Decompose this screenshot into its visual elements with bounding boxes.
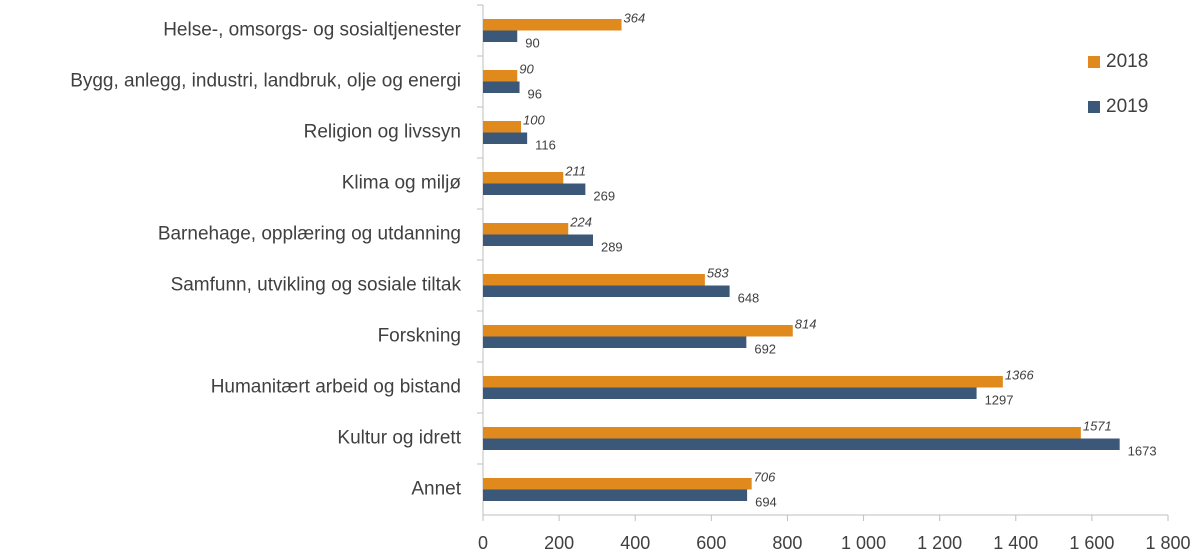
category-label: Samfunn, utvikling og sosiale tiltak (171, 275, 462, 296)
bar (483, 325, 793, 337)
category-label: Barnehage, opplæring og utdanning (158, 224, 461, 245)
legend-swatch (1088, 101, 1100, 113)
value-label: 1673 (1128, 443, 1157, 458)
value-label: 706 (754, 469, 776, 484)
bar (483, 489, 748, 501)
bar (483, 376, 1003, 388)
x-tick-label: 1 000 (841, 533, 886, 553)
category-label: Forskning (378, 326, 461, 347)
category-label: Annet (411, 479, 461, 500)
value-label: 269 (593, 188, 615, 203)
x-tick-label: 1 400 (993, 533, 1038, 553)
legend-label: 2019 (1106, 96, 1148, 117)
category-label: Bygg, anlegg, industri, landbruk, olje o… (70, 71, 461, 92)
x-tick-label: 600 (696, 533, 726, 553)
value-label: 289 (601, 239, 623, 254)
bar (483, 438, 1120, 450)
value-label: 648 (738, 290, 760, 305)
bar (483, 172, 564, 184)
x-tick-label: 0 (478, 533, 488, 553)
category-label: Kultur og idrett (337, 428, 461, 449)
value-label: 692 (754, 341, 776, 356)
x-tick-label: 200 (544, 533, 574, 553)
bar (483, 121, 522, 133)
value-label: 364 (624, 10, 646, 25)
value-label: 694 (755, 494, 777, 509)
bar (483, 19, 622, 31)
value-label: 211 (564, 163, 586, 178)
value-label: 1297 (985, 392, 1014, 407)
legend-swatch (1088, 56, 1100, 68)
bar (483, 336, 747, 348)
bar (483, 81, 520, 93)
bar (483, 285, 730, 297)
value-label: 116 (535, 137, 556, 152)
value-label: 90 (525, 35, 539, 50)
bar (483, 30, 518, 42)
x-tick-label: 800 (772, 533, 802, 553)
bar (483, 223, 569, 235)
bar (483, 132, 528, 144)
x-tick-label: 1 200 (917, 533, 962, 553)
value-label: 224 (569, 214, 592, 229)
value-label: 1571 (1083, 418, 1112, 433)
bar (483, 387, 977, 399)
category-label: Klima og miljø (342, 173, 462, 194)
bar (483, 183, 586, 195)
bar (483, 234, 593, 246)
value-label: 100 (523, 112, 545, 127)
x-tick-label: 1 800 (1145, 533, 1190, 553)
value-label: 1366 (1005, 367, 1035, 382)
bar (483, 478, 752, 490)
x-tick-label: 400 (620, 533, 650, 553)
value-label: 814 (795, 316, 817, 331)
bar (483, 70, 518, 82)
legend-label: 2018 (1106, 51, 1148, 72)
value-label: 90 (519, 61, 534, 76)
bar (483, 274, 705, 286)
value-label: 96 (528, 86, 542, 101)
x-tick-label: 1 600 (1069, 533, 1114, 553)
value-label: 583 (707, 265, 729, 280)
category-label: Helse-, omsorgs- og sosialtjenester (163, 20, 461, 41)
category-label: Religion og livssyn (304, 122, 461, 143)
bar (483, 427, 1081, 439)
category-label: Humanitært arbeid og bistand (211, 377, 461, 398)
